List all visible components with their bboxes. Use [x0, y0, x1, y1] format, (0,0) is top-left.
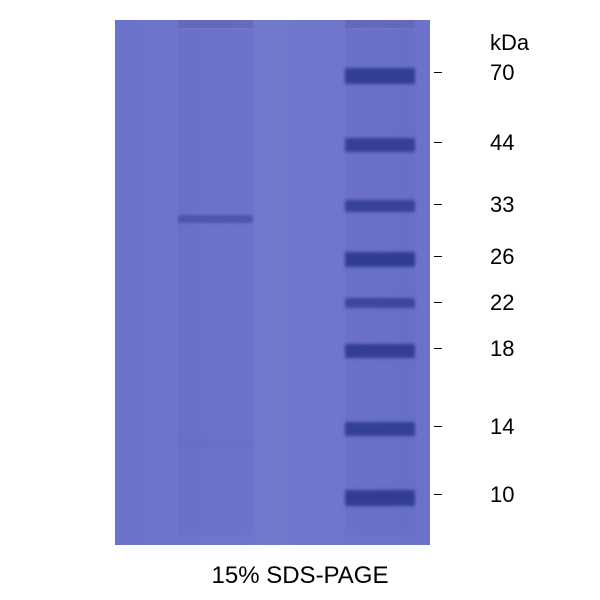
- caption: 15% SDS-PAGE: [0, 562, 600, 590]
- gel-well: [345, 20, 415, 28]
- ladder-band: [345, 490, 415, 506]
- ladder-band: [345, 138, 415, 152]
- faint-band: [178, 440, 253, 446]
- ladder-band: [345, 344, 415, 358]
- mw-tick: [434, 348, 442, 349]
- mw-label: 44: [490, 130, 514, 156]
- mw-label: 22: [490, 290, 514, 316]
- mw-label: 33: [490, 192, 514, 218]
- ladder-band: [345, 68, 415, 84]
- mw-label: 10: [490, 482, 514, 508]
- mw-label: 18: [490, 336, 514, 362]
- mw-tick: [434, 142, 442, 143]
- gel-well: [178, 20, 253, 28]
- mw-tick: [434, 302, 442, 303]
- ladder-band: [345, 200, 415, 212]
- mw-tick: [434, 494, 442, 495]
- ladder-band: [345, 422, 415, 436]
- mw-tick: [434, 204, 442, 205]
- lane-artifact: [178, 30, 253, 535]
- gel-image: [115, 20, 430, 545]
- mw-label: 70: [490, 60, 514, 86]
- mw-label: 14: [490, 414, 514, 440]
- mw-tick: [434, 426, 442, 427]
- ladder-band: [345, 252, 415, 267]
- lane-artifact: [345, 30, 415, 535]
- mw-tick: [434, 256, 442, 257]
- mw-tick: [434, 72, 442, 73]
- kda-unit-label: kDa: [490, 30, 529, 56]
- ladder-band: [345, 298, 415, 308]
- mw-label: 26: [490, 244, 514, 270]
- sample-band: [178, 215, 253, 223]
